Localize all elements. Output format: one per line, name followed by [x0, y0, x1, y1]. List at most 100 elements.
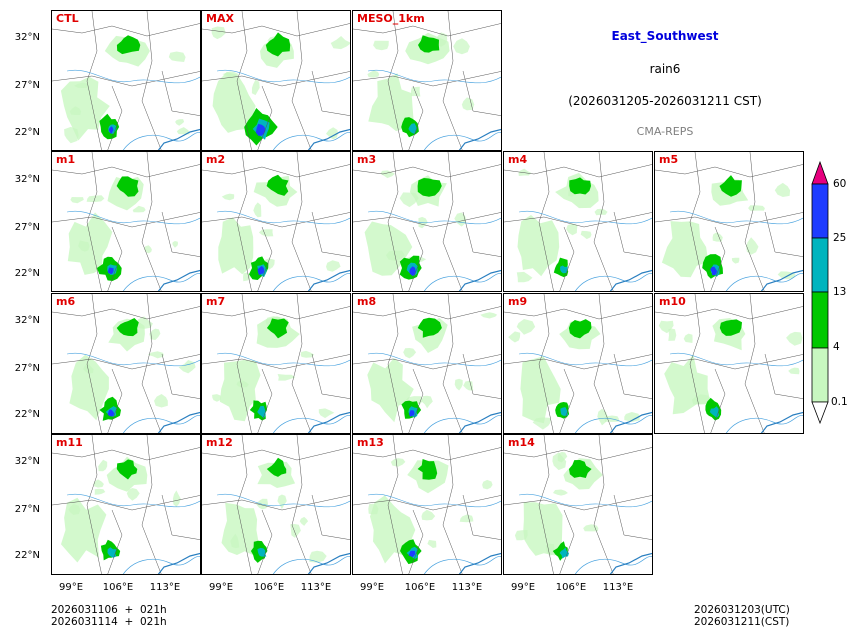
map-panel-m4: m4 — [503, 151, 653, 292]
map-panel-m6: m6 — [51, 293, 201, 434]
province-border — [311, 211, 350, 257]
province-border — [387, 294, 403, 433]
colorbar-bin-13-25 — [811, 237, 829, 293]
colorbar-label-4: 4 — [833, 341, 840, 353]
light-rain-patch — [454, 378, 463, 391]
coastline — [609, 411, 652, 433]
light-rain-patch — [86, 195, 105, 203]
light-rain-area — [517, 215, 560, 277]
colorbar-min-arrow — [811, 401, 829, 425]
light-rain-patch — [508, 331, 521, 343]
province-border — [291, 11, 312, 150]
colorbar-bin-4-13 — [811, 291, 829, 349]
province-border — [52, 23, 200, 37]
precip-map — [353, 294, 501, 433]
lat-tick-27n: 27°N — [14, 363, 40, 374]
lat-tick-22n: 22°N — [14, 127, 40, 138]
light-rain-patch — [482, 479, 493, 490]
light-rain-patch — [532, 417, 551, 430]
precip-map — [655, 152, 803, 291]
province-border — [710, 368, 726, 433]
light-rain-patch — [668, 328, 677, 341]
province-border — [613, 353, 652, 399]
river — [575, 273, 652, 291]
moderate-rain-north — [116, 35, 141, 55]
init-time-cst: 2026031114 + 021h — [51, 616, 167, 628]
light-rain-patch — [683, 333, 693, 343]
moderate-rain-north — [569, 460, 592, 478]
light-rain-patch — [258, 229, 274, 237]
moderate-rain-north — [719, 319, 742, 336]
light-rain-patch — [144, 245, 152, 254]
light-rain-patch — [712, 232, 723, 242]
light-rain-patch — [427, 539, 437, 548]
moderate-rain-north — [116, 459, 138, 480]
river — [424, 132, 501, 150]
coastline — [458, 128, 501, 150]
light-rain-patch — [93, 479, 104, 488]
light-rain-patch — [154, 394, 168, 408]
province-border — [161, 211, 200, 257]
province-border — [86, 294, 102, 433]
lat-tick-27n: 27°N — [14, 80, 40, 91]
river — [424, 556, 501, 574]
province-border — [86, 435, 102, 574]
very-heavy-rain-core — [107, 267, 114, 275]
coastline — [157, 128, 200, 150]
map-panel-m5: m5 — [654, 151, 804, 292]
province-border — [311, 70, 350, 116]
light-rain-patch — [221, 193, 235, 201]
light-rain-area — [664, 354, 711, 415]
river — [123, 132, 200, 150]
province-border — [655, 212, 803, 228]
light-rain-patch — [176, 127, 190, 135]
light-rain-patch — [172, 490, 181, 507]
light-rain-patch — [236, 380, 249, 388]
light-rain-patch — [480, 312, 498, 319]
light-rain-patch — [399, 192, 419, 208]
panel-label: m9 — [508, 295, 528, 308]
light-rain-patch — [132, 205, 146, 213]
river — [66, 493, 200, 508]
province-border — [52, 447, 200, 461]
very-heavy-rain-core — [257, 265, 265, 276]
river — [216, 352, 350, 367]
very-heavy-rain-core — [255, 123, 266, 136]
river — [273, 415, 350, 433]
river — [726, 273, 803, 291]
colorbar-bin-0.1-4 — [811, 347, 829, 403]
province-border — [462, 70, 501, 116]
moderate-rain-north — [568, 319, 592, 339]
panel-label: m4 — [508, 153, 528, 166]
river — [669, 210, 803, 225]
province-border — [504, 306, 652, 320]
light-rain-area — [367, 358, 414, 423]
light-rain-patch — [243, 272, 251, 282]
coastline — [760, 269, 803, 291]
light-rain-patch — [172, 241, 178, 248]
coastline — [157, 552, 200, 574]
province-border — [52, 71, 200, 87]
panel-label: MESO_1km — [357, 12, 425, 25]
province-border — [504, 212, 652, 228]
light-rain-area — [69, 354, 109, 421]
province-border — [353, 495, 501, 511]
map-panel-ctl: CTL — [51, 10, 201, 151]
light-rain-patch — [149, 328, 161, 340]
colorbar-label-13: 13 — [833, 286, 847, 298]
province-border — [161, 70, 200, 116]
province-border — [744, 152, 765, 291]
light-rain-patch — [168, 51, 186, 62]
colorbar-label-60: 60 — [833, 178, 847, 190]
lon-tick-106e: 106°E — [555, 582, 587, 593]
map-panel-m12: m12 — [201, 434, 351, 575]
river — [123, 556, 200, 574]
province-border — [202, 447, 350, 461]
province-border — [593, 152, 614, 291]
province-border — [202, 164, 350, 178]
heavy-rain-core — [709, 406, 720, 418]
light-rain-patch — [78, 240, 90, 252]
lon-tick-113e: 113°E — [149, 582, 181, 593]
moderate-rain-north — [719, 175, 742, 197]
